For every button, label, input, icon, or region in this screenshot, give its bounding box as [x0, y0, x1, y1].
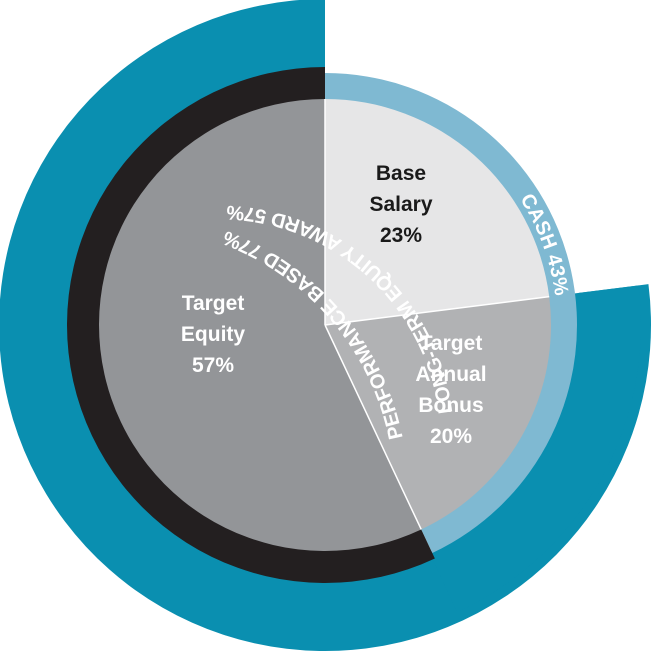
- base-salary-slice: [325, 99, 550, 325]
- target-bonus-slice: [325, 296, 551, 530]
- pie-layer: [98, 99, 551, 551]
- target-bonus-name-label: Annual: [415, 363, 486, 386]
- performance-ring-bonus-segment: [429, 285, 641, 613]
- target-bonus-value-label: 20%: [430, 425, 472, 448]
- target-bonus-name-label: Bonus: [418, 394, 483, 417]
- target-equity-name-label: Equity: [181, 323, 245, 346]
- cash-ring: [325, 73, 577, 554]
- base-salary-name-label: Salary: [369, 193, 432, 216]
- slice-divider: [324, 324, 422, 530]
- target-bonus-name-label: Target: [420, 332, 483, 355]
- base-salary-name-label: Base: [376, 162, 426, 185]
- base-salary-value-label: 23%: [380, 224, 422, 247]
- slice-divider: [324, 295, 550, 326]
- target-equity-name-label: Target: [182, 292, 245, 315]
- target-equity-slice: [98, 99, 422, 551]
- target-equity-value-label: 57%: [192, 354, 234, 377]
